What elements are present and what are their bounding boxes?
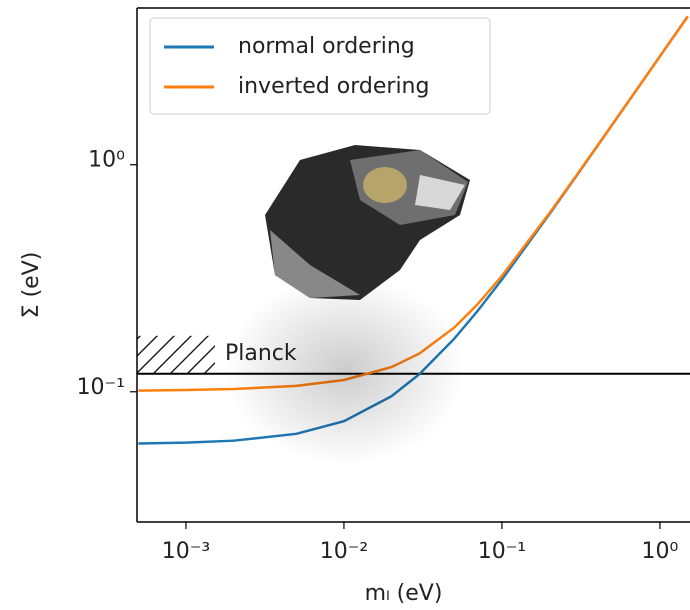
x-tick-label: 10⁻¹ bbox=[478, 539, 526, 564]
planck-hatch bbox=[137, 336, 215, 374]
x-tick-label: 10⁰ bbox=[642, 539, 679, 564]
y-tick-label: 10⁰ bbox=[88, 148, 125, 173]
chart: 10⁻³10⁻²10⁻¹10⁰10⁻¹10⁰mₗ (eV)Σ (eV)Planc… bbox=[0, 0, 690, 610]
legend-box bbox=[150, 18, 490, 114]
x-tick-label: 10⁻² bbox=[320, 539, 368, 564]
legend-label: normal ordering bbox=[238, 34, 415, 59]
y-axis-label: Σ (eV) bbox=[19, 252, 44, 319]
x-axis-label: mₗ (eV) bbox=[365, 581, 443, 606]
satellite-image bbox=[225, 145, 470, 465]
y-tick-label: 10⁻¹ bbox=[77, 375, 125, 400]
legend: normal ordering inverted ordering bbox=[150, 18, 490, 114]
x-tick-label: 10⁻³ bbox=[162, 539, 210, 564]
legend-label: inverted ordering bbox=[238, 74, 429, 99]
